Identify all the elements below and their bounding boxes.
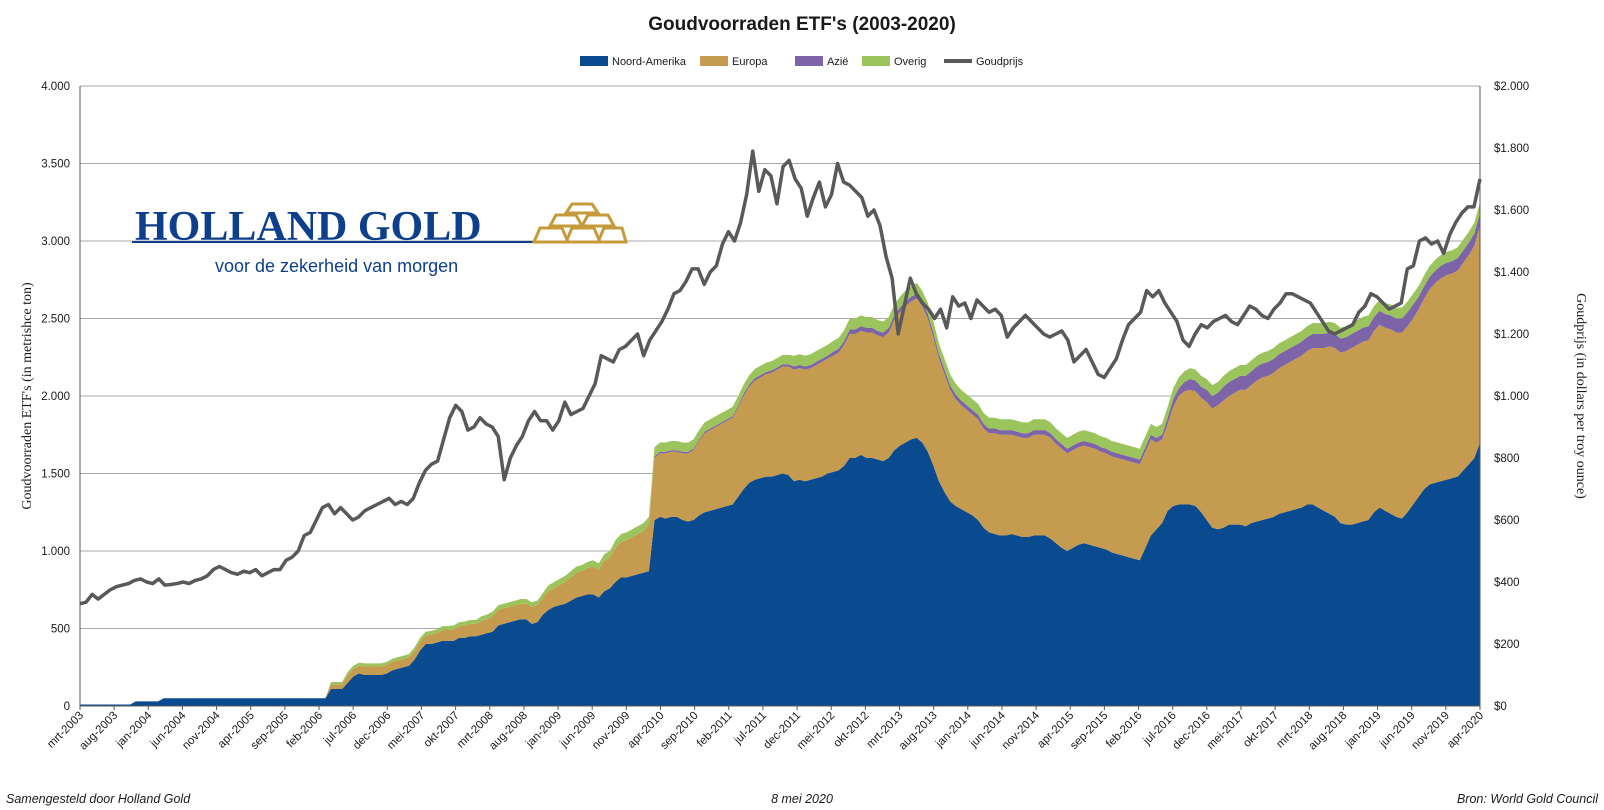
axes (79, 86, 1481, 707)
legend-label-overig: Overig (894, 56, 926, 68)
y2-tick-label: $0 (1494, 701, 1507, 713)
y-tick-label: 500 (51, 624, 70, 636)
y2-tick-label: $400 (1494, 577, 1520, 589)
footer-source: Bron: World Gold Council (1457, 792, 1599, 806)
gold-price-line (79, 149, 1482, 606)
footer-date: 8 mei 2020 (771, 792, 833, 806)
right-axis-title: Goudprijs (in dollars per troy ounce) (1573, 293, 1588, 499)
y-tick-label: 3.500 (41, 159, 70, 171)
legend-swatch-azie (795, 56, 823, 66)
footer-compiled-by: Samengesteld door Holland Gold (6, 792, 191, 806)
y2-tick-label: $1.600 (1494, 205, 1529, 217)
y2-tick-label: $1.200 (1494, 329, 1529, 341)
y-tick-label: 0 (64, 701, 70, 713)
y2-tick-label: $1.000 (1494, 391, 1529, 403)
left-axis-title: Goudvoorraden ETF's (in metrishce ton) (20, 282, 35, 510)
y2-tick-label: $1.400 (1494, 267, 1529, 279)
legend-swatch-overig (862, 56, 890, 66)
logo-rule (132, 241, 542, 243)
left-axis-ticks: 0 500 1.000 1.500 2.000 2.500 3.000 3.500 4.000 (41, 81, 70, 713)
y-tick-label: 4.000 (41, 81, 70, 93)
y2-tick-label: $800 (1494, 453, 1520, 465)
stacked-areas (80, 202, 1480, 706)
right-axis-ticks: $0 $200 $400 $600 $800 $1.000 $1.200 $1.400 $1.6… (1494, 81, 1529, 713)
area-europa (80, 225, 1480, 705)
logo-wordmark: HOLLAND GOLD (135, 204, 482, 250)
area-noord-amerika (80, 437, 1480, 706)
y2-tick-label: $2.000 (1494, 81, 1529, 93)
holland-gold-logo: HOLLAND GOLD voor de zekerheid van morge… (132, 202, 628, 276)
legend-label-europa: Europa (732, 56, 768, 68)
logo-tagline: voor de zekerheid van morgen (215, 256, 458, 276)
legend-label-goudprijs: Goudprijs (976, 56, 1024, 68)
line-goudprijs (79, 149, 1482, 606)
legend-swatch-noord-amerika (580, 56, 608, 66)
y-tick-label: 1.500 (41, 469, 70, 481)
y-tick-label: 3.000 (41, 236, 70, 248)
y2-tick-label: $1.800 (1494, 143, 1529, 155)
legend-label-noord-amerika: Noord-Amerika (612, 56, 687, 68)
gold-bars-icon (531, 202, 628, 244)
legend-label-azie: Azië (827, 56, 848, 68)
legend-swatch-europa (700, 56, 728, 66)
y-tick-label: 1.000 (41, 546, 70, 558)
y2-tick-label: $600 (1494, 515, 1520, 527)
y-tick-label: 2.000 (41, 391, 70, 403)
y-tick-label: 2.500 (41, 314, 70, 326)
y2-tick-label: $200 (1494, 639, 1520, 651)
legend: Noord-Amerika Europa Azië Overig Goudpri… (580, 56, 1024, 68)
chart-title: Goudvoorraden ETF's (2003-2020) (648, 14, 956, 35)
